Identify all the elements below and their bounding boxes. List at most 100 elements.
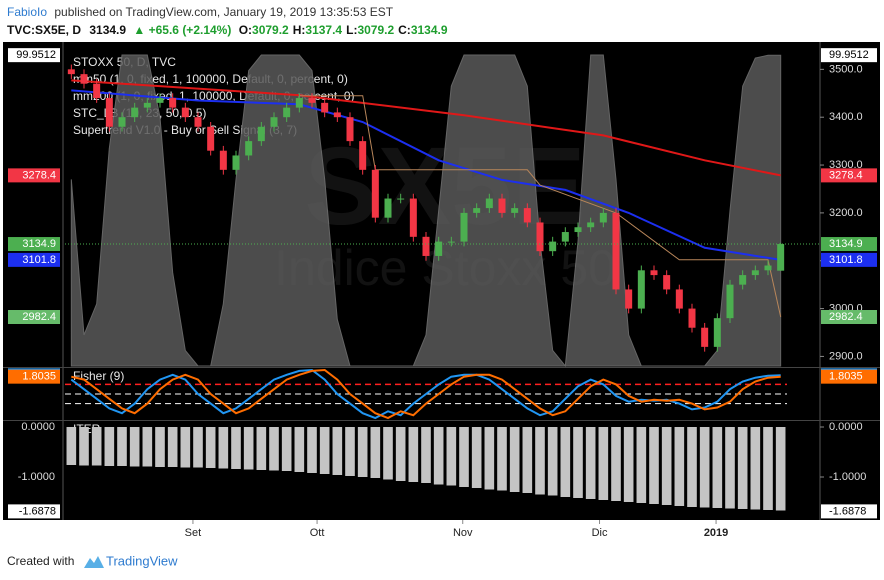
ohlc-value: 3079.2 xyxy=(357,23,394,37)
bar xyxy=(91,427,102,466)
candle-body xyxy=(384,198,392,218)
price-marker xyxy=(8,504,60,519)
bar xyxy=(104,427,115,466)
price-marker xyxy=(821,252,877,267)
candle-body xyxy=(511,208,519,213)
bar xyxy=(573,427,583,498)
footer-brand[interactable]: TradingView xyxy=(106,553,178,568)
candle-body xyxy=(485,198,493,209)
candle-body xyxy=(371,169,379,218)
candle-body xyxy=(295,98,303,108)
candle-body xyxy=(169,98,177,108)
bar xyxy=(687,427,697,507)
candle-body xyxy=(346,117,354,142)
published-note: published on TradingView.com, January 19… xyxy=(54,5,393,19)
bar xyxy=(205,427,216,468)
price-marker-label: 3134.9 xyxy=(22,238,56,250)
bar xyxy=(421,427,431,483)
ohlc-label: O: xyxy=(239,23,252,37)
price-marker xyxy=(821,369,877,384)
pane-title: Fisher (9) xyxy=(73,369,124,383)
price-marker-label: 3134.9 xyxy=(829,238,863,250)
bar xyxy=(725,427,735,509)
y-tick-label: 0.0000 xyxy=(21,421,55,433)
bar xyxy=(547,427,558,496)
bar xyxy=(750,427,761,510)
bar xyxy=(167,427,178,467)
bar xyxy=(345,427,355,476)
candle-body xyxy=(397,198,405,200)
candle-body xyxy=(93,83,101,99)
candle-body xyxy=(549,241,557,252)
price-marker xyxy=(821,237,877,252)
price-marker-label: 1.8035 xyxy=(22,371,56,383)
bar xyxy=(370,427,381,478)
candle-body xyxy=(777,244,785,271)
bar xyxy=(674,427,685,506)
line-series xyxy=(299,95,782,318)
candle-body xyxy=(67,69,75,75)
bar xyxy=(585,427,596,499)
bar xyxy=(775,427,786,511)
candle-body xyxy=(701,327,709,347)
candle-body xyxy=(726,284,734,319)
price-marker xyxy=(821,310,877,325)
y-tick-label: 0.0000 xyxy=(829,421,863,433)
bar xyxy=(142,427,153,467)
candle-body xyxy=(688,308,696,328)
candle-body xyxy=(257,126,265,142)
area-series xyxy=(70,54,782,368)
bar xyxy=(155,427,165,467)
bar xyxy=(560,427,571,497)
price-marker xyxy=(821,504,877,519)
bar xyxy=(256,427,267,470)
bar xyxy=(763,427,773,510)
candle-body xyxy=(409,198,417,237)
bar xyxy=(737,427,748,509)
bar xyxy=(117,427,127,466)
price-marker xyxy=(8,168,60,183)
y-tick-label: 3200.0 xyxy=(829,207,863,219)
ohlc-label: C: xyxy=(398,23,411,37)
bar xyxy=(231,427,241,469)
symbol-line: TVC:SX5E, D 3134.9 ▲ +65.6 (+2.14%) O:30… xyxy=(7,23,448,37)
candle-body xyxy=(270,117,278,127)
price-marker xyxy=(821,48,877,63)
candle-body xyxy=(713,318,721,347)
bar xyxy=(408,427,419,482)
x-tick-label: 2019 xyxy=(704,527,728,539)
bar xyxy=(649,427,659,504)
bar xyxy=(699,427,710,508)
candle-body xyxy=(650,270,658,276)
candle-body xyxy=(333,112,341,118)
line-series xyxy=(71,368,781,420)
bar xyxy=(332,427,343,475)
change: ▲ +65.6 (+2.14%) xyxy=(133,23,231,37)
candle-body xyxy=(574,227,582,233)
author[interactable]: FabioIo xyxy=(7,5,47,19)
bar xyxy=(484,427,495,490)
ohlc-label: H: xyxy=(293,23,306,37)
price-marker-label: 2982.4 xyxy=(22,311,56,323)
candle-body xyxy=(663,275,671,290)
candle-body xyxy=(181,107,189,118)
bar xyxy=(522,427,533,493)
bar xyxy=(395,427,406,481)
candle-body xyxy=(143,102,151,108)
bar xyxy=(243,427,254,470)
symbol: TVC:SX5E, D xyxy=(7,23,81,37)
price-marker xyxy=(821,168,877,183)
bar xyxy=(357,427,368,477)
bar xyxy=(218,427,229,469)
candle-body xyxy=(118,117,126,127)
price-marker xyxy=(8,310,60,325)
bar xyxy=(471,427,482,488)
bar xyxy=(623,427,634,502)
y-tick-label: -1.0000 xyxy=(829,471,866,483)
candle-body xyxy=(80,74,88,84)
candle-body xyxy=(625,289,633,309)
x-tick-label: Set xyxy=(185,527,202,539)
bar xyxy=(446,427,457,486)
bar xyxy=(129,427,140,467)
